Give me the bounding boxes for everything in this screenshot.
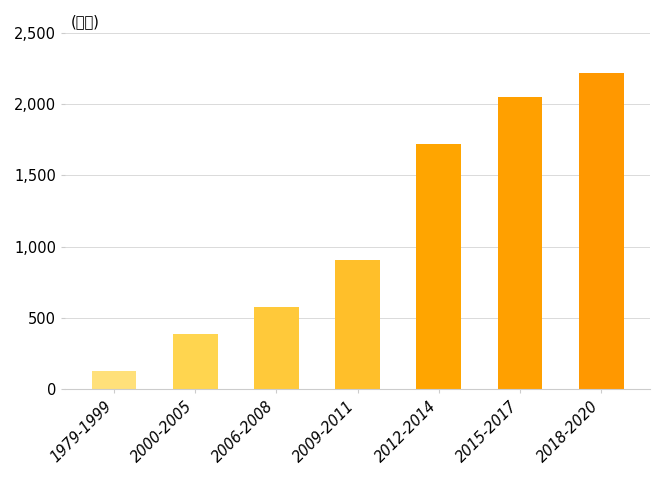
Bar [416,144,461,389]
Bar [173,334,218,389]
Bar [579,72,623,389]
Bar [497,97,542,389]
Bar [335,260,380,389]
Bar [254,307,299,389]
Bar [92,371,136,389]
Text: (편수): (편수) [71,14,100,29]
